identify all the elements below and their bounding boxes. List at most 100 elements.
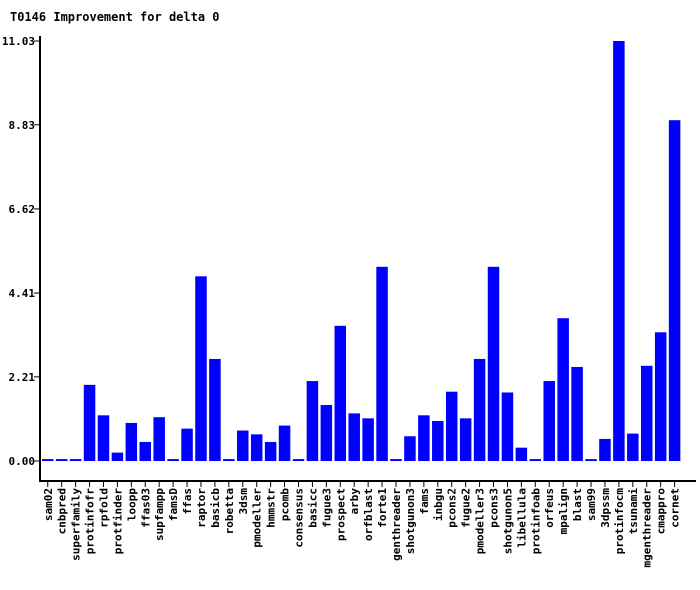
bar-supfampp [153, 417, 165, 461]
x-tick-label: tsunami [627, 488, 640, 535]
x-tick-label: inbgu [432, 488, 445, 521]
bar-cnbpred [55, 459, 68, 461]
bar-famsD [167, 459, 179, 461]
bar-inbgu [432, 421, 444, 461]
bar-ffas [181, 428, 193, 461]
x-tick-label: protfinder [111, 488, 124, 555]
bar-protfinder [111, 452, 124, 461]
bar-protinfocm [613, 41, 625, 461]
bar-sam99 [585, 459, 597, 461]
x-tick-label: ffas [181, 488, 194, 515]
bar-tsunami [627, 433, 639, 461]
bar-ffas03 [139, 441, 152, 461]
bar-raptor [195, 276, 207, 461]
bar-superfamily [69, 459, 82, 461]
x-tick-label: cnbpred [56, 488, 69, 534]
bar-libellula [515, 447, 528, 461]
bar-arby [348, 413, 360, 461]
x-tick-label: protinfofr [84, 488, 97, 555]
x-tick-label: forte1 [376, 488, 389, 528]
y-tick-label: 11.03 [2, 35, 35, 48]
x-tick-label: mgenthreader [641, 488, 654, 568]
y-axis-ticks: 0.00 2.21 4.41 6.62 8.83 11.03 [2, 35, 40, 468]
x-tick-label: fugue2 [460, 488, 473, 528]
bar-pmodeller3 [473, 358, 486, 461]
bar-3dpssm [599, 438, 611, 461]
bar-shotgunon3 [404, 436, 416, 461]
bar-genthreader [390, 459, 402, 461]
bar-protinfoab [529, 459, 542, 461]
bar-cmappro [654, 332, 667, 461]
x-tick-label: 3dpssm [599, 488, 612, 528]
x-tick-label: pcons2 [446, 488, 459, 528]
bar-orfblast [362, 418, 374, 461]
bar-mgenthreader [640, 365, 653, 461]
y-tick-label: 6.62 [9, 203, 36, 216]
bar-prospect [334, 325, 347, 461]
x-tick-label: fugue3 [320, 488, 333, 528]
x-tick-label: ffas03 [139, 488, 152, 528]
x-tick-label: sam02 [42, 488, 55, 521]
bar-orfeus [543, 381, 555, 461]
bar-cornet [668, 120, 681, 461]
bar-pmodeller [250, 434, 263, 461]
bar-fugue3 [320, 405, 333, 461]
bar-consensus [292, 459, 305, 461]
bar-rpfold [97, 415, 110, 461]
x-tick-label: supfampp [153, 488, 166, 541]
bar-pcons2 [445, 391, 458, 461]
y-tick-label: 4.41 [9, 287, 36, 300]
bar-basicc [306, 381, 319, 461]
x-tick-label: blast [571, 488, 584, 521]
x-tick-label: orfblast [362, 488, 375, 541]
x-tick-label: superfamily [70, 488, 83, 561]
x-tick-label: pmodeller [251, 488, 264, 548]
bar-blast [571, 366, 583, 461]
x-tick-label: consensus [292, 488, 305, 548]
bar-mpalign [557, 318, 569, 461]
x-tick-label: basicb [209, 488, 222, 528]
x-tick-label: libellula [515, 488, 528, 548]
bar-loopp [125, 422, 138, 461]
x-tick-label: shotgunon3 [404, 488, 417, 554]
y-tick-label: 8.83 [9, 119, 36, 132]
x-tick-label: genthreader [390, 488, 403, 561]
x-tick-label: pcomb [279, 488, 292, 521]
x-tick-label: cmappro [655, 488, 668, 535]
x-tick-label: hmmstr [265, 488, 278, 528]
x-tick-label: pmodeller3 [474, 488, 487, 554]
bar-basicb [209, 358, 221, 461]
x-tick-label: basicc [306, 488, 319, 528]
x-tick-label: arby [348, 488, 361, 515]
x-tick-label: 3dsm [237, 488, 250, 515]
y-tick-label: 0.00 [9, 455, 36, 468]
bar-fugue2 [459, 418, 472, 461]
x-tick-label: fams [418, 488, 431, 515]
x-tick-label: robetta [223, 488, 236, 534]
x-axis-labels: sam02 cnbpred superfamily protinfofr rpfold p… [42, 481, 682, 567]
x-tick-label: pcons3 [488, 488, 501, 528]
x-tick-label: protinfocm [613, 488, 626, 555]
x-tick-label: mpalign [557, 488, 570, 534]
bar-pcomb [278, 425, 291, 461]
chart-title: T0146 Improvement for delta 0 [10, 10, 220, 24]
y-tick-label: 2.21 [9, 371, 36, 384]
x-tick-label: raptor [195, 488, 208, 528]
bar-3dsm [237, 430, 249, 461]
x-tick-label: sam99 [585, 488, 598, 521]
bar-fams [418, 415, 430, 461]
bar-pcons3 [487, 266, 500, 461]
x-tick-label: shotgunon5 [501, 488, 514, 554]
bars [42, 41, 681, 461]
bar-sam02 [42, 459, 54, 461]
x-tick-label: prospect [334, 488, 347, 541]
bar-shotgunon5 [501, 392, 514, 461]
x-tick-label: loopp [125, 488, 138, 521]
bar-protinfofr [83, 384, 96, 461]
x-tick-label: famsD [167, 488, 180, 521]
x-tick-label: orfeus [543, 488, 556, 528]
bar-forte1 [376, 266, 388, 461]
bar-hmmstr [264, 441, 277, 461]
bar-robetta [223, 459, 235, 461]
